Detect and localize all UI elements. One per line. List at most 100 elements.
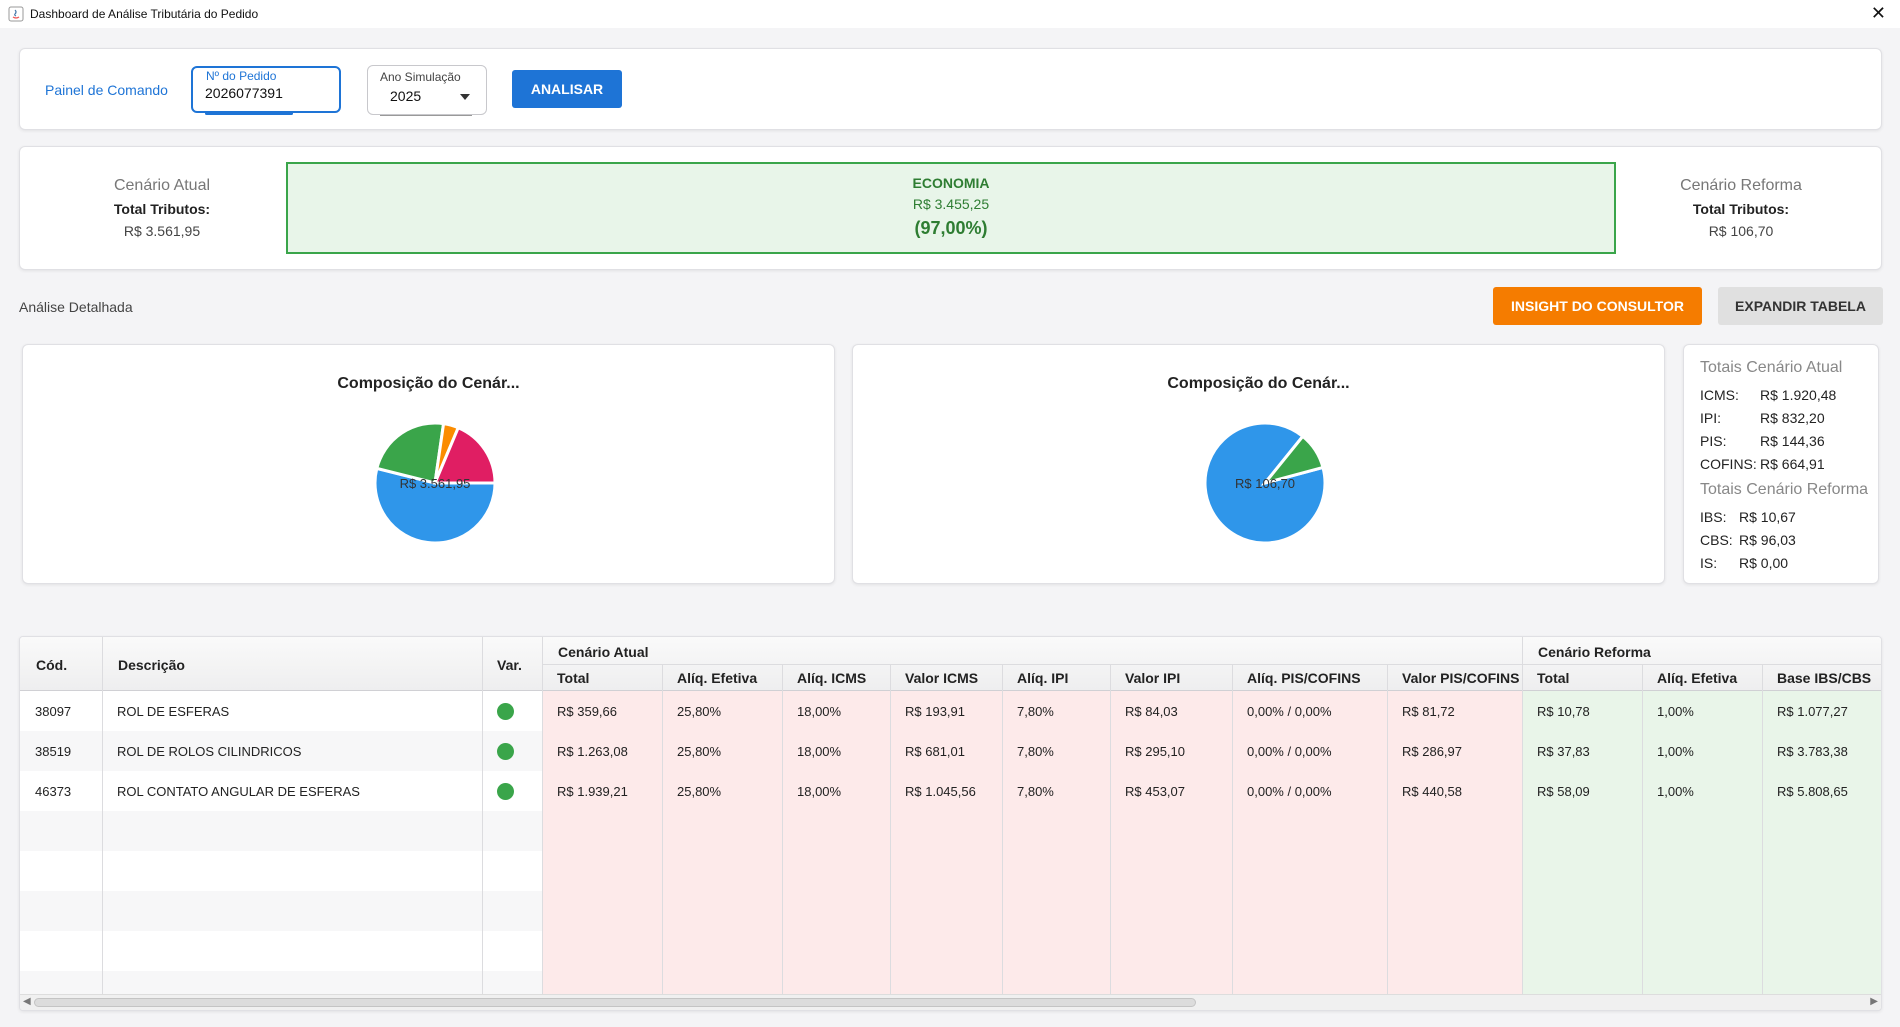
scrollbar-thumb[interactable] — [34, 998, 1196, 1007]
header-current-col[interactable]: Total — [557, 670, 590, 686]
economy-box: ECONOMIA R$ 3.455,25 (97,00%) — [286, 162, 1616, 254]
cell-current: 25,80% — [677, 783, 722, 799]
scroll-right-icon[interactable]: ▶ — [1870, 996, 1878, 1007]
consultant-insight-button[interactable]: INSIGHT DO CONSULTOR — [1493, 287, 1702, 325]
header-group-divider — [542, 664, 1881, 665]
window-titlebar: Dashboard de Análise Tributária do Pedid… — [0, 0, 1900, 28]
current-total-label: Total Tributos: — [113, 201, 211, 217]
header-divider — [1232, 664, 1233, 691]
header-current-col[interactable]: Alíq. PIS/COFINS — [1247, 670, 1361, 686]
header-current-col[interactable]: Alíq. IPI — [1017, 670, 1069, 686]
cell-current: R$ 81,72 — [1402, 703, 1455, 719]
cell-current: R$ 681,01 — [905, 743, 965, 759]
totals-row: PIS: R$ 144,36 — [1700, 429, 1878, 452]
reform-scenario-title: Cenário Reforma — [1680, 177, 1802, 194]
header-reform-col[interactable]: Alíq. Efetiva — [1657, 670, 1738, 686]
row-stripe — [20, 731, 542, 771]
header-current-col[interactable]: Valor IPI — [1125, 670, 1181, 686]
cell-current: 18,00% — [797, 783, 842, 799]
detailed-analysis-label: Análise Detalhada — [19, 299, 133, 315]
header-divider — [482, 637, 483, 691]
window-title: Dashboard de Análise Tributária do Pedid… — [30, 7, 259, 21]
order-number-input[interactable]: 2026077391 — [205, 85, 283, 101]
java-app-icon — [8, 6, 24, 22]
close-icon[interactable]: ✕ — [1870, 3, 1886, 23]
reform-scenario-summary: Cenário Reforma Total Tributos: R$ 106,7… — [1641, 177, 1841, 239]
pie-slice-ipi — [374, 421, 446, 485]
cell-cod: 46373 — [35, 783, 72, 799]
status-dot-icon — [497, 742, 514, 760]
order-number-label: Nº do Pedido — [206, 69, 277, 83]
header-current-col[interactable]: Alíq. ICMS — [797, 670, 867, 686]
totals-reform-title: Totais Cenário Reforma — [1700, 481, 1869, 498]
header-current-col[interactable]: Valor PIS/COFINS — [1402, 670, 1520, 686]
table-row[interactable]: 38519 ROL DE ROLOS CILINDRICOS R$ 1.263,08… — [20, 731, 1881, 771]
column-divider — [1642, 637, 1643, 996]
header-current-col[interactable]: Valor ICMS — [905, 670, 979, 686]
totals-key: PIS: — [1700, 432, 1727, 449]
header-group-reform[interactable]: Cenário Reforma — [1538, 644, 1651, 660]
table-row[interactable]: 46373 ROL CONTATO ANGULAR DE ESFERAS R$ 1.… — [20, 771, 1881, 811]
header-divider — [890, 664, 891, 691]
table-row[interactable]: 38097 ROL DE ESFERAS R$ 359,66 25,80% 18,00%… — [20, 691, 1881, 731]
pie-center-label: R$ 3.561,95 — [400, 476, 471, 491]
column-divider — [1232, 637, 1233, 996]
totals-panel: Totais Cenário Atual ICMS: R$ 1.920,48 IP… — [1683, 344, 1879, 584]
reform-total-value: R$ 106,70 — [1708, 223, 1774, 239]
command-panel: Painel de Comando Nº do Pedido 202607739… — [19, 48, 1882, 130]
column-divider — [662, 637, 663, 996]
economy-percent: (97,00%) — [914, 218, 988, 238]
cell-reform: 1,00% — [1657, 703, 1694, 719]
year-underline — [380, 115, 472, 116]
header-reform-col[interactable]: Base IBS/CBS — [1777, 670, 1872, 686]
economy-title: ECONOMIA — [912, 175, 990, 191]
cell-cod: 38097 — [35, 703, 72, 719]
header-variation[interactable]: Var. — [497, 657, 522, 673]
pie-center-label: R$ 106,70 — [1235, 476, 1295, 491]
header-divider — [1002, 664, 1003, 691]
totals-row: IPI: R$ 832,20 — [1700, 406, 1878, 429]
column-divider — [1002, 637, 1003, 996]
cell-current: 7,80% — [1017, 703, 1054, 719]
header-divider — [102, 637, 103, 691]
totals-current-title: Totais Cenário Atual — [1700, 359, 1843, 376]
cell-current: R$ 359,66 — [557, 703, 617, 719]
cell-variation — [482, 771, 542, 811]
economy-value: R$ 3.455,25 — [912, 196, 990, 212]
totals-row: CBS: R$ 96,03 — [1700, 528, 1878, 551]
header-current-col[interactable]: Alíq. Efetiva — [677, 670, 758, 686]
order-number-field[interactable]: Nº do Pedido 2026077391 — [191, 66, 341, 115]
column-divider — [890, 637, 891, 996]
horizontal-scrollbar[interactable]: ◀ ▶ — [20, 994, 1881, 1010]
header-reform-col[interactable]: Total — [1537, 670, 1570, 686]
header-divider — [782, 664, 783, 691]
simulation-year-value: 2025 — [390, 88, 422, 104]
cell-current: 7,80% — [1017, 783, 1054, 799]
analyze-button[interactable]: ANALISAR — [512, 70, 622, 108]
cell-current: R$ 1.263,08 — [557, 743, 628, 759]
current-scenario-title: Cenário Atual — [113, 177, 211, 194]
cell-reform: R$ 58,09 — [1537, 783, 1590, 799]
cell-current: 25,80% — [677, 743, 722, 759]
cell-current: 18,00% — [797, 703, 842, 719]
header-group-current[interactable]: Cenário Atual — [558, 644, 649, 660]
header-description[interactable]: Descrição — [118, 657, 185, 673]
totals-value: R$ 10,67 — [1739, 508, 1796, 525]
simulation-year-select[interactable]: Ano Simulação 2025 — [367, 65, 487, 116]
cell-current: 7,80% — [1017, 743, 1054, 759]
reform-total-label: Total Tributos: — [1692, 201, 1790, 217]
column-divider — [1110, 637, 1111, 996]
expand-table-button[interactable]: EXPANDIR TABELA — [1718, 287, 1883, 325]
header-cod[interactable]: Cód. — [36, 657, 68, 673]
current-scenario-zone — [542, 691, 1522, 996]
cell-description: ROL CONTATO ANGULAR DE ESFERAS — [117, 783, 360, 799]
command-panel-label: Painel de Comando — [45, 82, 168, 98]
totals-key: IS: — [1700, 554, 1718, 571]
cell-reform: R$ 10,78 — [1537, 703, 1590, 719]
header-divider — [1642, 664, 1643, 691]
summary-panel: Cenário Atual Total Tributos: R$ 3.561,9… — [19, 146, 1882, 270]
scroll-left-icon[interactable]: ◀ — [23, 996, 31, 1007]
cell-variation — [482, 731, 542, 771]
simulation-year-label: Ano Simulação — [380, 70, 461, 84]
chevron-down-icon[interactable] — [460, 94, 470, 100]
